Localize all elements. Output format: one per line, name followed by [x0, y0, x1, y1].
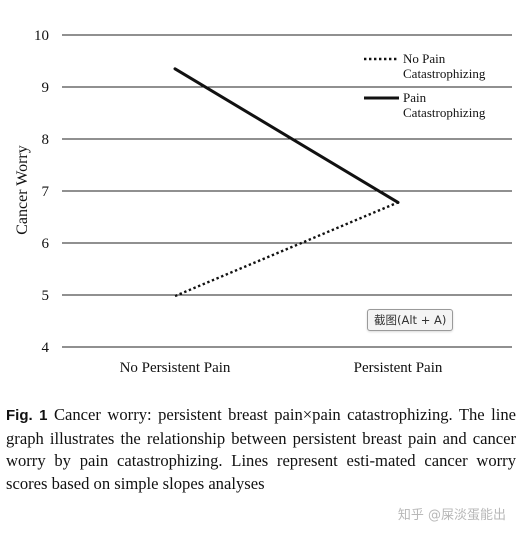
- x-axis-category-labels: No Persistent Pain Persistent Pain: [120, 360, 443, 376]
- series-line-pain-catastrophizing: [173, 67, 400, 204]
- y-tick-label: 8: [42, 132, 50, 148]
- series-lines: [173, 67, 400, 298]
- screenshot-tooltip: 截图(Alt + A): [367, 309, 454, 331]
- caption-text: Cancer worry: persistent breast pain×pai…: [6, 405, 516, 493]
- y-tick-label: 7: [42, 184, 50, 200]
- legend-label: No Pain: [403, 51, 446, 66]
- y-tick-label: 10: [34, 28, 49, 44]
- y-tick-label: 9: [42, 80, 50, 96]
- y-tick-label: 5: [42, 288, 50, 304]
- series-line-no-pain-catastrophizing: [174, 201, 399, 298]
- legend: No PainCatastrophizingPainCatastrophizin…: [364, 51, 486, 120]
- caption-label: Fig. 1: [6, 407, 48, 424]
- legend-label: Pain: [403, 90, 427, 105]
- legend-label: Catastrophizing: [403, 105, 486, 120]
- y-axis-tick-labels: 4 5 6 7 8 9 10: [34, 28, 50, 356]
- x-category-label: No Persistent Pain: [120, 360, 231, 376]
- figure-caption: Fig. 1 Cancer worry: persistent breast p…: [6, 404, 516, 495]
- line-chart: 4 5 6 7 8 9 10 Cancer Worry No Persistent Pain…: [14, 28, 512, 376]
- y-tick-label: 4: [42, 340, 50, 356]
- gridlines: [62, 34, 512, 348]
- x-category-label: Persistent Pain: [354, 360, 443, 376]
- watermark-text: 知乎 @屎淡蛋能出: [397, 508, 506, 523]
- y-tick-label: 6: [42, 236, 50, 252]
- y-axis-label: Cancer Worry: [14, 145, 31, 235]
- legend-label: Catastrophizing: [403, 66, 486, 81]
